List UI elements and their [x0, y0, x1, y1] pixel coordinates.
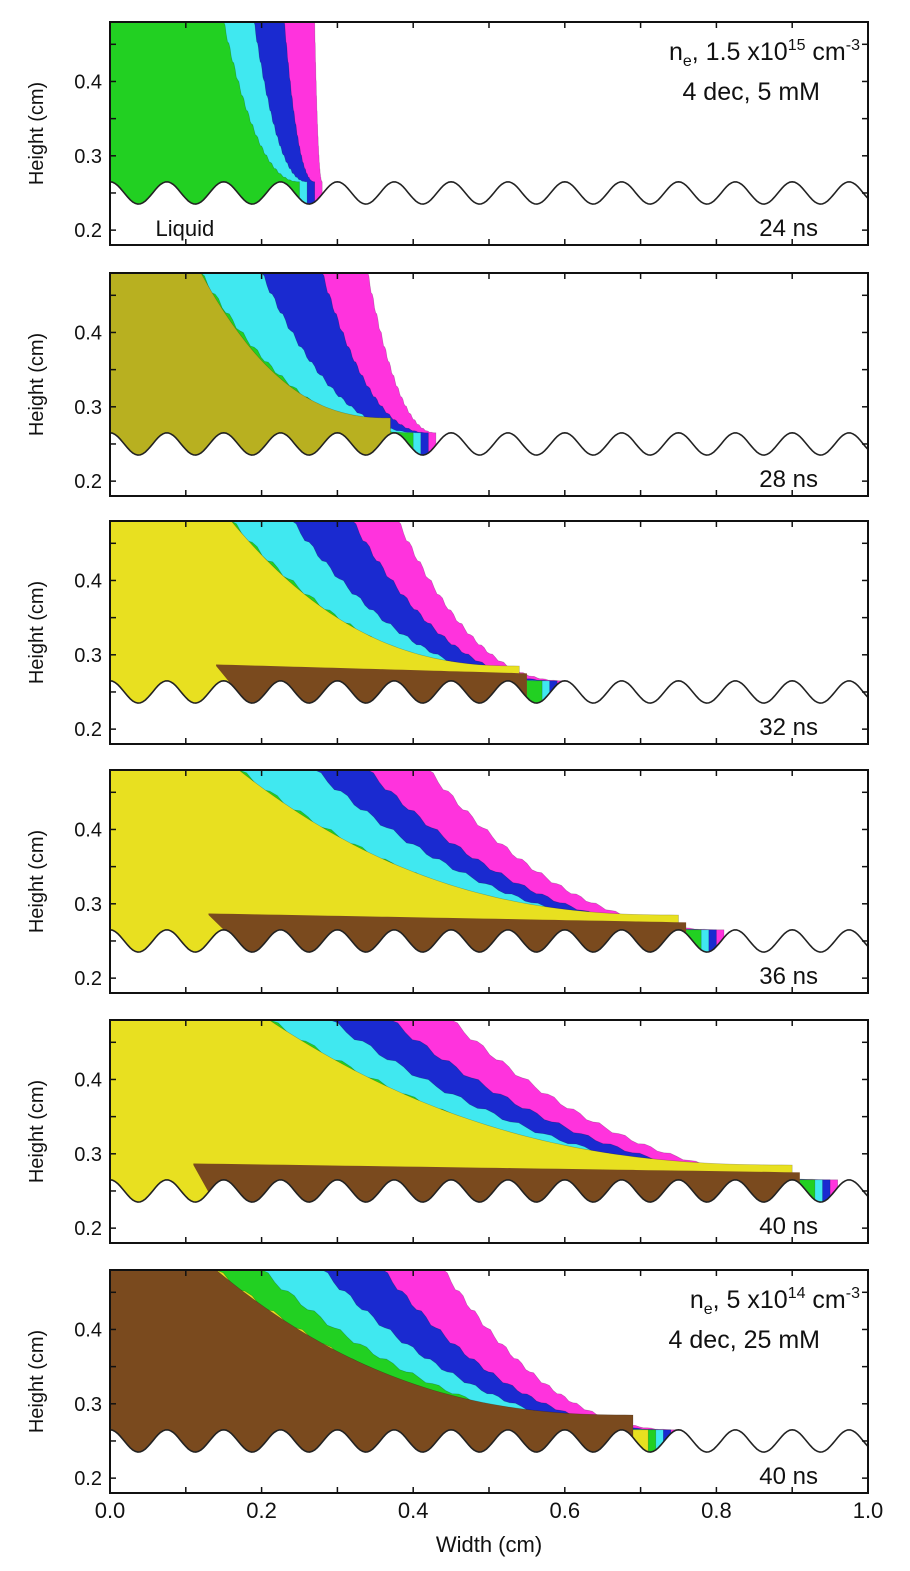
y-tick-label: 0.3	[74, 1144, 102, 1166]
y-tick-label: 0.3	[74, 146, 102, 168]
liquid-surface-line	[110, 1428, 868, 1453]
annotation-part: cm	[805, 1286, 845, 1314]
plot-area	[110, 1270, 868, 1493]
y-tick-label: 0.3	[74, 894, 102, 916]
x-axis-label: Width (cm)	[436, 1532, 542, 1557]
annotation-part: -3	[846, 37, 860, 54]
x-tick-label: 0.8	[701, 1498, 732, 1523]
y-axis-label: Height (cm)	[26, 333, 48, 436]
contour-band-brown	[193, 1163, 800, 1203]
x-tick-label: 0.0	[95, 1498, 126, 1523]
x-tick-label: 0.6	[550, 1498, 581, 1523]
liquid-region	[110, 181, 868, 245]
annotation-part: , 5 x10	[713, 1286, 788, 1314]
x-tick-label: 1.0	[853, 1498, 884, 1523]
liquid-region	[110, 1429, 868, 1493]
annotation-part: 15	[788, 37, 806, 54]
annotation-part: e	[683, 53, 692, 70]
liquid-region	[110, 929, 868, 993]
y-tick-label: 0.4	[74, 819, 102, 841]
panel-4: 0.2 0.3 0.4 Height (cm) 36 ns	[26, 769, 869, 994]
y-axis-label: Height (cm)	[26, 82, 48, 185]
time-label: 40 ns	[759, 1463, 818, 1490]
annotation-part: n	[690, 1286, 704, 1314]
condition-annotation: 4 dec, 5 mM	[682, 78, 820, 106]
annotation-part: -3	[846, 1285, 860, 1302]
panel-5: 0.2 0.3 0.4 Height (cm) 40 ns	[26, 1019, 869, 1244]
contour-band-brown	[208, 913, 687, 953]
panel-3: 0.2 0.3 0.4 Height (cm) 32 ns	[26, 520, 869, 745]
y-tick-label: 0.2	[74, 471, 102, 493]
plot-area	[110, 273, 868, 496]
liquid-region	[110, 1179, 868, 1243]
time-label: 36 ns	[759, 963, 818, 990]
annotation-part: 14	[788, 1285, 806, 1302]
annotation-part: e	[704, 1301, 713, 1318]
time-label: 32 ns	[759, 714, 818, 741]
liquid-surface-line	[110, 679, 868, 704]
density-annotation: ne, 1.5 x1015 cm-3	[669, 37, 860, 70]
y-tick-label: 0.4	[74, 1319, 102, 1341]
annotation-part: cm	[805, 38, 845, 66]
plot-area	[110, 1020, 868, 1243]
y-tick-label: 0.4	[74, 71, 102, 93]
plot-area	[110, 22, 868, 245]
annotation-part: n	[669, 38, 683, 66]
liquid-surface-line	[110, 928, 868, 953]
y-tick-label: 0.2	[74, 968, 102, 990]
plot-area	[110, 770, 868, 993]
liquid-surface-line	[110, 180, 868, 205]
y-tick-label: 0.3	[74, 1394, 102, 1416]
x-tick-label: 0.4	[398, 1498, 429, 1523]
contour-band-brown	[216, 664, 527, 704]
y-tick-label: 0.4	[74, 1069, 102, 1091]
condition-annotation: 4 dec, 25 mM	[669, 1326, 820, 1354]
y-axis-label: Height (cm)	[26, 1330, 48, 1433]
y-tick-label: 0.3	[74, 397, 102, 419]
liquid-surface-line	[110, 431, 868, 456]
y-tick-label: 0.2	[74, 1218, 102, 1240]
plot-area	[110, 521, 868, 744]
y-axis-label: Height (cm)	[26, 1080, 48, 1183]
y-tick-label: 0.2	[74, 1468, 102, 1490]
liquid-region	[110, 680, 868, 744]
y-tick-label: 0.2	[74, 719, 102, 741]
y-tick-label: 0.2	[74, 220, 102, 242]
time-label: 24 ns	[759, 215, 818, 242]
time-label: 40 ns	[759, 1213, 818, 1240]
time-label: 28 ns	[759, 466, 818, 493]
y-tick-label: 0.4	[74, 570, 102, 592]
y-tick-label: 0.3	[74, 645, 102, 667]
y-tick-label: 0.4	[74, 322, 102, 344]
y-axis-label: Height (cm)	[26, 581, 48, 684]
liquid-surface-line	[110, 1178, 868, 1203]
y-axis-label: Height (cm)	[26, 830, 48, 933]
liquid-region	[110, 432, 868, 496]
liquid-label: Liquid	[155, 216, 214, 241]
panel-6: 0.2 0.3 0.4 Height (cm) 40 ns ne, 5 x1014 cm-…	[26, 1269, 884, 1523]
x-tick-label: 0.2	[246, 1498, 277, 1523]
panel-2: 0.2 0.3 0.4 Height (cm) 28 ns	[26, 272, 869, 497]
annotation-part: , 1.5 x10	[692, 38, 788, 66]
panel-1: 0.2 0.3 0.4 Height (cm) 24 ns Liquid ne, 1.5 x…	[26, 21, 869, 246]
density-annotation: ne, 5 x1014 cm-3	[690, 1285, 860, 1318]
